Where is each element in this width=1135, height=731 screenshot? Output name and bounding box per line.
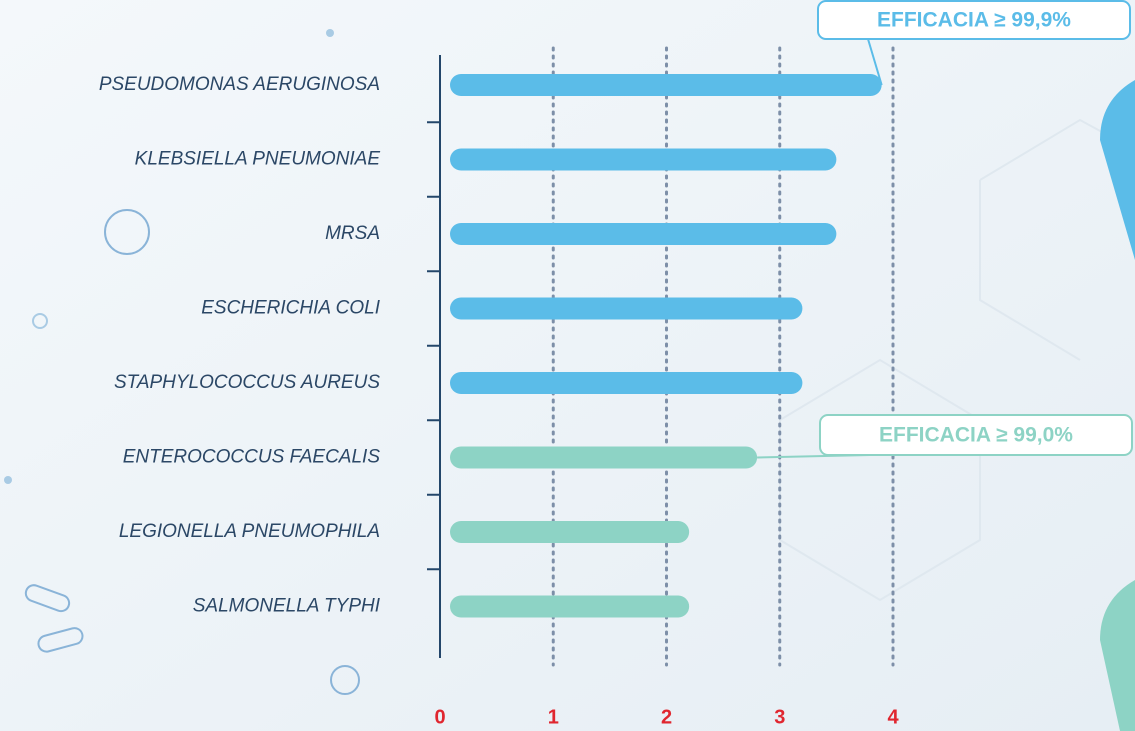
- bar: [450, 223, 836, 245]
- category-label: ESCHERICHIA COLI: [201, 298, 380, 319]
- bar: [450, 149, 836, 171]
- background: [0, 0, 1135, 731]
- bar: [450, 372, 802, 394]
- bar: [450, 447, 757, 469]
- category-label: PSEUDOMONAS AERUGINOSA: [99, 74, 380, 95]
- dot-decoration: [4, 476, 12, 484]
- bar: [450, 298, 802, 320]
- x-tick-label: 1: [548, 706, 559, 728]
- dot-decoration: [326, 29, 334, 37]
- category-label: ENTEROCOCCUS FAECALIS: [123, 447, 381, 468]
- bar: [450, 74, 882, 96]
- x-tick-label: 3: [774, 706, 785, 728]
- annotation-text: EFFICACIA ≥ 99,9%: [877, 9, 1071, 32]
- bar: [450, 596, 689, 618]
- category-label: KLEBSIELLA PNEUMONIAE: [135, 149, 381, 170]
- x-tick-label: 2: [661, 706, 672, 728]
- x-tick-label: 4: [887, 706, 899, 728]
- x-tick-label: 0: [434, 706, 445, 728]
- chart: 0 1 2 3 4 PSEUDOMONAS AERUGINOSA KLEBSIELLA PN…: [0, 0, 1135, 731]
- category-label: MRSA: [325, 223, 380, 244]
- category-label: STAPHYLOCOCCUS AUREUS: [114, 372, 380, 393]
- bar: [450, 521, 689, 543]
- annotation-text: EFFICACIA ≥ 99,0%: [879, 424, 1073, 447]
- category-label: LEGIONELLA PNEUMOPHILA: [119, 521, 380, 542]
- category-label: SALMONELLA TYPHI: [193, 596, 381, 617]
